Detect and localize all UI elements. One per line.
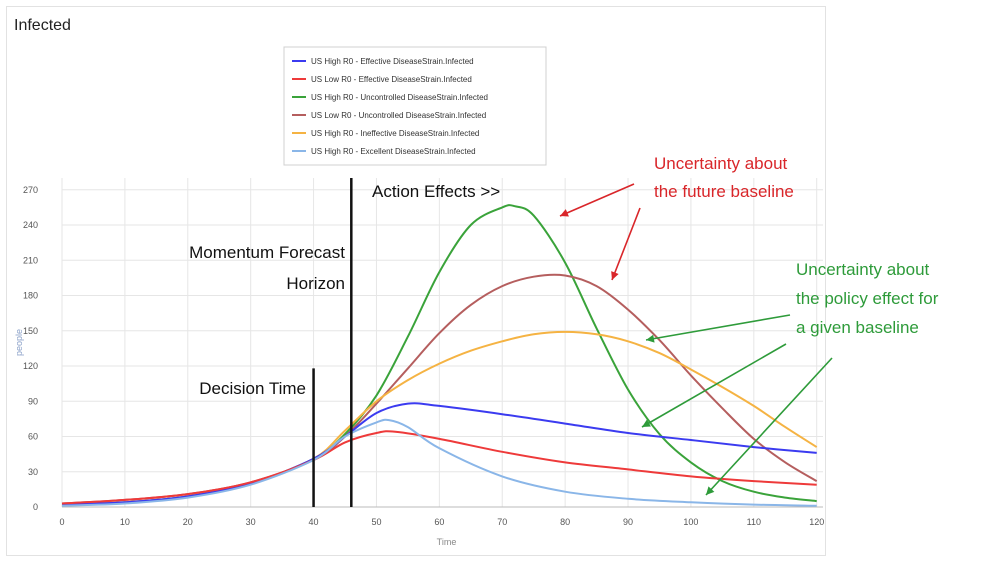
green-arrow-3 [705,357,833,496]
x-tick-label: 30 [246,517,256,527]
legend-entry: US High R0 - Excellent DiseaseStrain.Inf… [311,147,476,156]
y-tick-label: 0 [33,502,38,512]
legend-box [283,46,547,166]
uncertainty-policy-line-1: Uncertainty about [796,260,930,279]
green-arrow-2 [641,343,787,428]
red-arrow-2-head [611,271,619,280]
red-arrow-2 [611,207,641,281]
x-tick-label: 100 [683,517,698,527]
y-tick-label: 30 [28,467,38,477]
legend-entry: US High R0 - Effective DiseaseStrain.Inf… [311,57,474,66]
red-arrow-1-head [560,209,569,217]
green-arrow-1 [645,314,791,341]
x-tick-label: 40 [309,517,319,527]
y-tick-label: 150 [23,326,38,336]
series-line-1 [61,402,817,506]
x-tick-label: 20 [183,517,193,527]
y-tick-label: 90 [28,396,38,406]
x-axis-label: Time [437,537,457,547]
uncertainty-baseline-line-1: Uncertainty about [654,154,788,173]
y-tick-label: 210 [23,255,38,265]
legend-entry: US High R0 - Uncontrolled DiseaseStrain.… [311,93,488,102]
x-tick-label: 10 [120,517,130,527]
horizon-label: Horizon [286,274,345,293]
decision-time-label: Decision Time [199,379,306,398]
y-tick-label: 60 [28,432,38,442]
x-tick-label: 80 [560,517,570,527]
y-tick-label: 270 [23,185,38,195]
y-tick-label: 240 [23,220,38,230]
x-tick-label: 60 [434,517,444,527]
legend-entry: US Low R0 - Effective DiseaseStrain.Infe… [311,75,472,84]
x-tick-label: 70 [497,517,507,527]
y-tick-label: 180 [23,291,38,301]
x-tick-label: 120 [809,517,824,527]
legend-entry: US High R0 - Ineffective DiseaseStrain.I… [311,129,479,138]
green-arrow-2-head [642,419,651,427]
x-tick-label: 0 [59,517,64,527]
momentum-forecast-label: Momentum Forecast [189,243,345,262]
y-axis-label: people [14,329,24,356]
x-tick-label: 90 [623,517,633,527]
uncertainty-policy-line-2: the policy effect for [796,289,939,308]
series-line-2 [61,430,817,505]
x-tick-label: 110 [747,517,761,527]
green-arrow-3-head [706,486,715,495]
panel-title: Infected [14,17,71,34]
uncertainty-baseline-line-2: the future baseline [654,182,794,201]
x-tick-label: 50 [371,517,381,527]
red-arrow-1 [559,183,635,217]
action-effects-label: Action Effects >> [372,182,500,201]
uncertainty-policy-line-3: a given baseline [796,318,919,337]
legend-entry: US Low R0 - Uncontrolled DiseaseStrain.I… [311,111,486,120]
y-tick-label: 120 [23,361,38,371]
series-line-6 [61,418,817,507]
green-arrow-1-head [646,334,655,343]
